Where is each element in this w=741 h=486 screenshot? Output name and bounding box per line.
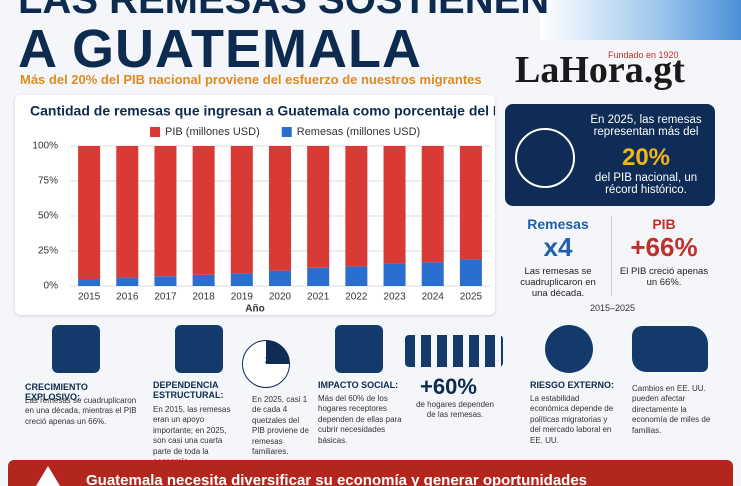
- x-axis-label: Año: [245, 304, 264, 315]
- legend-label: PIB (millones USD): [165, 126, 260, 138]
- x-tick-label: 2020: [269, 292, 292, 303]
- stat-label: Remesas: [527, 216, 589, 232]
- x-tick-label: 2024: [422, 292, 445, 303]
- card-title: RIESGO EXTERNO:: [530, 380, 615, 390]
- bar-segment: [116, 277, 139, 286]
- usa-map: [632, 326, 708, 372]
- bar-segment: [230, 146, 253, 274]
- y-tick-label: 25%: [38, 246, 58, 257]
- x-tick-label: 2017: [154, 292, 177, 303]
- x-tick-label: 2022: [345, 292, 368, 303]
- x-tick-label: 2018: [193, 292, 216, 303]
- stat-text: Las remesas se cuadruplicaron en una déc…: [520, 266, 596, 299]
- stat-value: +66%: [630, 232, 698, 262]
- family-icon: [175, 325, 223, 373]
- card-big: +60%: [420, 374, 477, 399]
- chart-title: Cantidad de remesas que ingresan a Guate…: [30, 103, 495, 119]
- growth-icon: [515, 128, 575, 188]
- card-title: DEPENDENCIA ESTRUCTURAL:: [153, 380, 224, 400]
- stats-period: 2015–2025: [590, 303, 636, 313]
- title-line1: LAS REMESAS SOSTIENEN: [18, 0, 550, 22]
- pie-label: 25%: [265, 355, 284, 365]
- x-tick-label: 2019: [231, 292, 254, 303]
- x-tick-label: 2021: [307, 292, 330, 303]
- y-tick-label: 100%: [32, 141, 58, 152]
- subtitle: Más del 20% del PIB nacional proviene de…: [20, 72, 482, 87]
- card-text: La estabilidad económica depende de polí…: [530, 394, 614, 445]
- y-tick-label: 75%: [38, 176, 58, 187]
- bar-segment: [78, 146, 101, 279]
- x-tick-label: 2016: [116, 292, 139, 303]
- bar-segment: [345, 266, 368, 286]
- bar-segment: [192, 146, 215, 275]
- bar-segment: [421, 262, 444, 286]
- flag: [540, 0, 741, 40]
- card-text: Las remesas se cuadruplicaron en una déc…: [25, 396, 137, 426]
- chart-box: Cantidad de remesas que ingresan a Guate…: [15, 95, 516, 315]
- legend-swatch: [281, 127, 292, 137]
- bar-segment: [154, 276, 177, 286]
- y-tick-label: 0%: [44, 281, 59, 292]
- callout-text: del PIB nacional, un récord histórico.: [594, 172, 698, 196]
- bar-segment: [116, 146, 139, 278]
- card-title: IMPACTO SOCIAL:: [318, 380, 399, 390]
- home-icon: [335, 325, 383, 373]
- rocket-icon: [52, 325, 100, 373]
- stat-label: PIB: [652, 216, 676, 232]
- bar-segment: [78, 279, 101, 286]
- bar-segment: [421, 146, 444, 263]
- warning-icon: [36, 466, 60, 486]
- bar-segment: [269, 146, 291, 271]
- y-tick-label: 50%: [38, 211, 58, 222]
- divider: [611, 216, 612, 296]
- bar-segment: [383, 146, 406, 264]
- callout: En 2025, las remesas representan más del…: [505, 104, 715, 206]
- bar-segment: [192, 274, 215, 286]
- stat-text: El PIB creció apenas un 66%.: [619, 266, 709, 288]
- callout-highlight: 20%: [621, 144, 671, 171]
- bar-segment: [383, 263, 406, 286]
- x-tick-label: 2015: [78, 292, 101, 303]
- logo-tag: Fundado en 1920: [608, 50, 679, 60]
- chart: Cantidad de remesas que ingresan a Guate…: [30, 103, 516, 315]
- bar-segment: [459, 259, 482, 286]
- card-side-text: de hogares dependen de las remesas.: [416, 400, 494, 420]
- title-line2: A GUATEMALA: [18, 19, 422, 79]
- legend-swatch: [150, 127, 160, 137]
- globe-icon: [545, 325, 593, 373]
- bar-segment: [307, 146, 330, 268]
- people-icons: [405, 335, 503, 367]
- bar-segment: [269, 270, 291, 286]
- x-tick-label: 2023: [383, 292, 406, 303]
- banner-text: Guatemala necesita diversificar su econo…: [86, 472, 588, 486]
- stat-value: x4: [543, 232, 573, 262]
- bar-segment: [307, 267, 330, 286]
- card-title: CRECIMIENTO EXPLOSIVO:: [25, 382, 88, 402]
- callout-text: En 2025, las remesas representan más del: [590, 114, 702, 138]
- x-tick-label: 2025: [460, 292, 483, 303]
- card-text: Más del 60% de los hogares receptores de…: [318, 394, 402, 445]
- card-side-text: En 2025, casi 1 de cada 4 quetzales del …: [252, 395, 309, 456]
- bar-segment: [459, 146, 482, 260]
- banner: Guatemala necesita diversificar su econo…: [8, 460, 733, 486]
- bar-segment: [154, 146, 177, 277]
- bar-segment: [230, 273, 253, 286]
- share-pie: [242, 340, 290, 388]
- card-text: Cambios en EE. UU. pueden afectar direct…: [632, 384, 711, 435]
- logo: LaHora.gt: [515, 49, 685, 91]
- card-text: En 2015, las remesas eran un apoyo impor…: [153, 405, 231, 466]
- legend-label: Remesas (millones USD): [297, 126, 420, 138]
- bar-segment: [345, 146, 368, 267]
